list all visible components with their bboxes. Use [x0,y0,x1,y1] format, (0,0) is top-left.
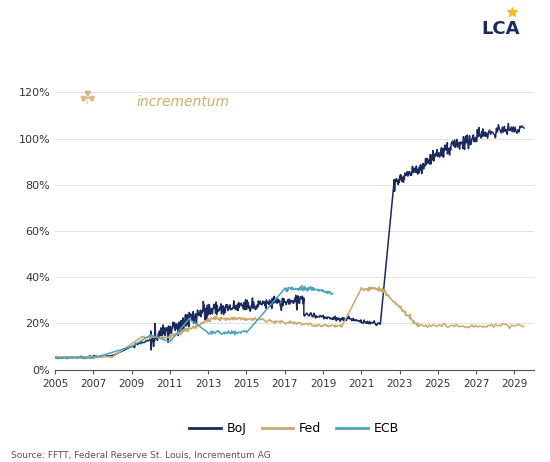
ECB [329,291,336,296]
BoJ [55,356,62,361]
Fed [173,331,180,337]
Legend: BoJ, Fed, ECB: BoJ, Fed, ECB [184,417,404,440]
Text: Bilan de la Fed, bilan de la BCE, bilan de la BoJ en %: Bilan de la Fed, bilan de la BCE, bilan … [9,13,355,26]
Fed [285,320,292,325]
Text: incrementum: incrementum [136,95,229,109]
Text: LCA: LCA [481,20,520,38]
Fed [449,322,456,328]
ECB [161,337,168,343]
Line: ECB: ECB [55,286,333,359]
BoJ [52,355,58,361]
ECB [99,353,106,358]
Fed [52,354,58,359]
ECB [52,355,58,361]
Fed [437,322,443,328]
ECB [266,304,272,310]
ECB [298,283,305,288]
BoJ [359,320,365,326]
BoJ [302,312,309,317]
Line: Fed: Fed [55,287,524,358]
BoJ [95,354,102,360]
BoJ [192,311,199,316]
ECB [54,356,60,361]
ECB [244,328,251,334]
Fed [376,288,383,293]
Fed [376,284,382,290]
Fed [127,342,134,347]
BoJ [511,129,518,135]
ECB [179,324,186,329]
Line: BoJ: BoJ [55,123,524,359]
Text: Source: FFTT, Federal Reserve St. Louis, Incrementum AG: Source: FFTT, Federal Reserve St. Louis,… [11,451,271,460]
Text: du PIB, la BoJ an anticipation sur 10 ans: du PIB, la BoJ an anticipation sur 10 an… [9,42,275,55]
Text: ☘: ☘ [79,89,96,108]
Fed [75,355,81,360]
BoJ [167,326,173,331]
BoJ [505,121,512,126]
ECB [265,305,271,310]
Fed [521,324,527,329]
BoJ [521,125,527,131]
